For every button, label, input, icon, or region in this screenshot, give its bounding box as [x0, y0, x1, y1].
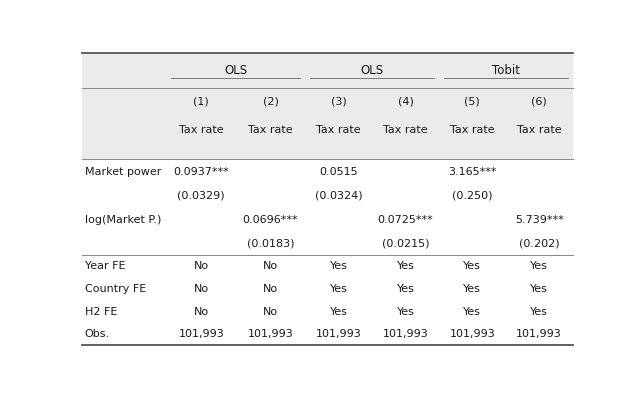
Bar	[82, 88, 573, 115]
Text: (3): (3)	[331, 97, 346, 107]
Bar	[82, 255, 573, 278]
Text: (2): (2)	[263, 97, 279, 107]
Bar	[82, 278, 573, 300]
Bar	[82, 323, 573, 346]
Text: Tax rate: Tax rate	[450, 125, 495, 135]
Text: Obs.: Obs.	[85, 329, 110, 339]
Text: 0.0515: 0.0515	[320, 167, 358, 177]
Bar	[82, 159, 573, 184]
Text: 0.0696***: 0.0696***	[243, 215, 298, 225]
Text: Tobit: Tobit	[492, 64, 520, 77]
Text: (0.250): (0.250)	[452, 191, 493, 201]
Text: No: No	[263, 261, 278, 271]
Text: Yes: Yes	[330, 284, 348, 294]
Text: Yes: Yes	[397, 261, 415, 271]
Text: Year FE: Year FE	[85, 261, 125, 271]
Text: (0.0324): (0.0324)	[315, 191, 362, 201]
Text: (0.0329): (0.0329)	[178, 191, 225, 201]
Text: Yes: Yes	[530, 261, 548, 271]
Text: H2 FE: H2 FE	[85, 307, 117, 317]
Text: (1): (1)	[194, 97, 209, 107]
Bar	[82, 184, 573, 207]
Text: No: No	[194, 307, 209, 317]
Text: Yes: Yes	[530, 284, 548, 294]
Text: 101,993: 101,993	[516, 329, 562, 339]
Text: OLS: OLS	[360, 64, 383, 77]
Text: 101,993: 101,993	[316, 329, 362, 339]
Text: (0.202): (0.202)	[519, 239, 560, 249]
Text: No: No	[194, 261, 209, 271]
Text: Yes: Yes	[330, 307, 348, 317]
Text: Tax rate: Tax rate	[248, 125, 293, 135]
Text: 101,993: 101,993	[449, 329, 495, 339]
Text: OLS: OLS	[224, 64, 247, 77]
Bar	[82, 145, 573, 159]
Text: (4): (4)	[397, 97, 413, 107]
Text: 5.739***: 5.739***	[515, 215, 564, 225]
Text: Tax rate: Tax rate	[383, 125, 427, 135]
Text: (5): (5)	[465, 97, 481, 107]
Text: 101,993: 101,993	[383, 329, 428, 339]
Text: Tax rate: Tax rate	[316, 125, 361, 135]
Text: No: No	[263, 307, 278, 317]
Text: No: No	[263, 284, 278, 294]
Bar	[82, 115, 573, 145]
Text: 0.0937***: 0.0937***	[173, 167, 229, 177]
Text: (6): (6)	[531, 97, 547, 107]
Text: Yes: Yes	[397, 307, 415, 317]
Bar	[82, 300, 573, 323]
Text: 3.165***: 3.165***	[448, 167, 497, 177]
Text: Yes: Yes	[397, 284, 415, 294]
Text: 101,993: 101,993	[178, 329, 224, 339]
Text: Yes: Yes	[463, 261, 481, 271]
Text: Tax rate: Tax rate	[179, 125, 224, 135]
Text: Yes: Yes	[463, 307, 481, 317]
Bar	[82, 207, 573, 233]
Bar	[82, 53, 573, 88]
Bar	[82, 233, 573, 255]
Text: Tax rate: Tax rate	[517, 125, 562, 135]
Text: 101,993: 101,993	[248, 329, 293, 339]
Text: (0.0215): (0.0215)	[381, 239, 429, 249]
Text: Yes: Yes	[530, 307, 548, 317]
Text: Market power: Market power	[85, 167, 161, 177]
Text: 0.0725***: 0.0725***	[378, 215, 433, 225]
Text: Yes: Yes	[330, 261, 348, 271]
Text: log(Market P.): log(Market P.)	[85, 215, 161, 225]
Text: Country FE: Country FE	[85, 284, 146, 294]
Text: (0.0183): (0.0183)	[247, 239, 295, 249]
Text: No: No	[194, 284, 209, 294]
Text: Yes: Yes	[463, 284, 481, 294]
